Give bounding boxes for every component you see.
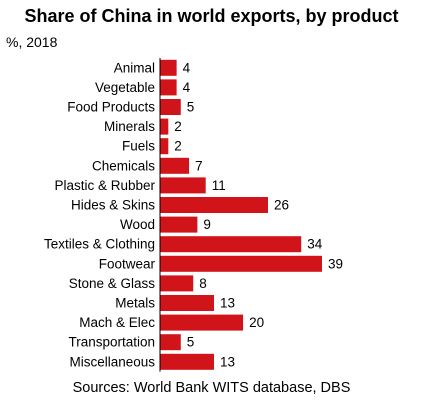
value-label-animal: 4	[183, 60, 191, 75]
category-label-metals: Metals	[115, 296, 155, 311]
bar-metals	[160, 295, 214, 311]
chart-subtitle: %, 2018	[6, 34, 58, 50]
category-label-chemicals: Chemicals	[92, 158, 155, 173]
value-label-footwear: 39	[328, 256, 343, 271]
bar-fuels	[160, 138, 169, 155]
category-label-wood: Wood	[120, 217, 155, 232]
bar-mach-and-elec	[160, 314, 244, 331]
bar-miscellaneous	[160, 353, 214, 370]
bar-food-products	[160, 99, 181, 115]
value-label-fuels: 2	[174, 139, 182, 154]
bar-minerals	[160, 118, 169, 135]
source-note: Sources: World Bank WITS database, DBS	[72, 380, 351, 396]
category-label-stone-and-glass: Stone & Glass	[69, 276, 156, 291]
value-label-mach-and-elec: 20	[249, 315, 264, 330]
value-label-plastic-and-rubber: 11	[212, 178, 226, 193]
value-label-wood: 9	[203, 217, 211, 232]
value-label-stone-and-glass: 8	[199, 276, 207, 291]
value-label-hides-and-skins: 26	[274, 198, 289, 213]
value-label-textiles-and-clothing: 34	[307, 237, 323, 252]
bar-chemicals	[160, 157, 190, 174]
category-label-animal: Animal	[114, 60, 155, 75]
value-label-chemicals: 7	[195, 158, 203, 173]
bar-wood	[160, 216, 198, 233]
category-label-miscellaneous: Miscellaneous	[69, 354, 155, 369]
value-label-miscellaneous: 13	[220, 354, 235, 369]
bar-vegetable	[160, 79, 177, 96]
category-label-footwear: Footwear	[99, 256, 156, 271]
value-label-food-products: 5	[187, 100, 195, 115]
category-label-plastic-and-rubber: Plastic & Rubber	[54, 178, 155, 193]
bar-footwear	[160, 255, 322, 272]
category-label-transportation: Transportation	[68, 335, 155, 350]
bar-textiles-and-clothing	[160, 236, 302, 253]
category-label-food-products: Food Products	[67, 100, 155, 115]
bar-plastic-and-rubber	[160, 177, 206, 194]
category-label-fuels: Fuels	[122, 139, 155, 154]
value-label-metals: 13	[220, 296, 235, 311]
value-label-vegetable: 4	[183, 80, 191, 95]
bar-hides-and-skins	[160, 197, 268, 213]
bar-stone-and-glass	[160, 275, 194, 292]
bar-transportation	[160, 334, 181, 351]
bars-layer: Animal 4 Vegetable 4 Food Products 5 Minerals 2…	[44, 59, 343, 370]
category-label-mach-and-elec: Mach & Elec	[79, 315, 155, 330]
category-label-vegetable: Vegetable	[95, 80, 155, 95]
value-label-minerals: 2	[174, 119, 182, 134]
value-label-transportation: 5	[187, 335, 195, 350]
category-label-minerals: Minerals	[104, 119, 155, 134]
category-label-hides-and-skins: Hides & Skins	[71, 198, 155, 213]
category-label-textiles-and-clothing: Textiles & Clothing	[44, 237, 155, 252]
bar-animal	[160, 59, 177, 76]
chart-title: Share of China in world exports, by prod…	[24, 6, 399, 26]
